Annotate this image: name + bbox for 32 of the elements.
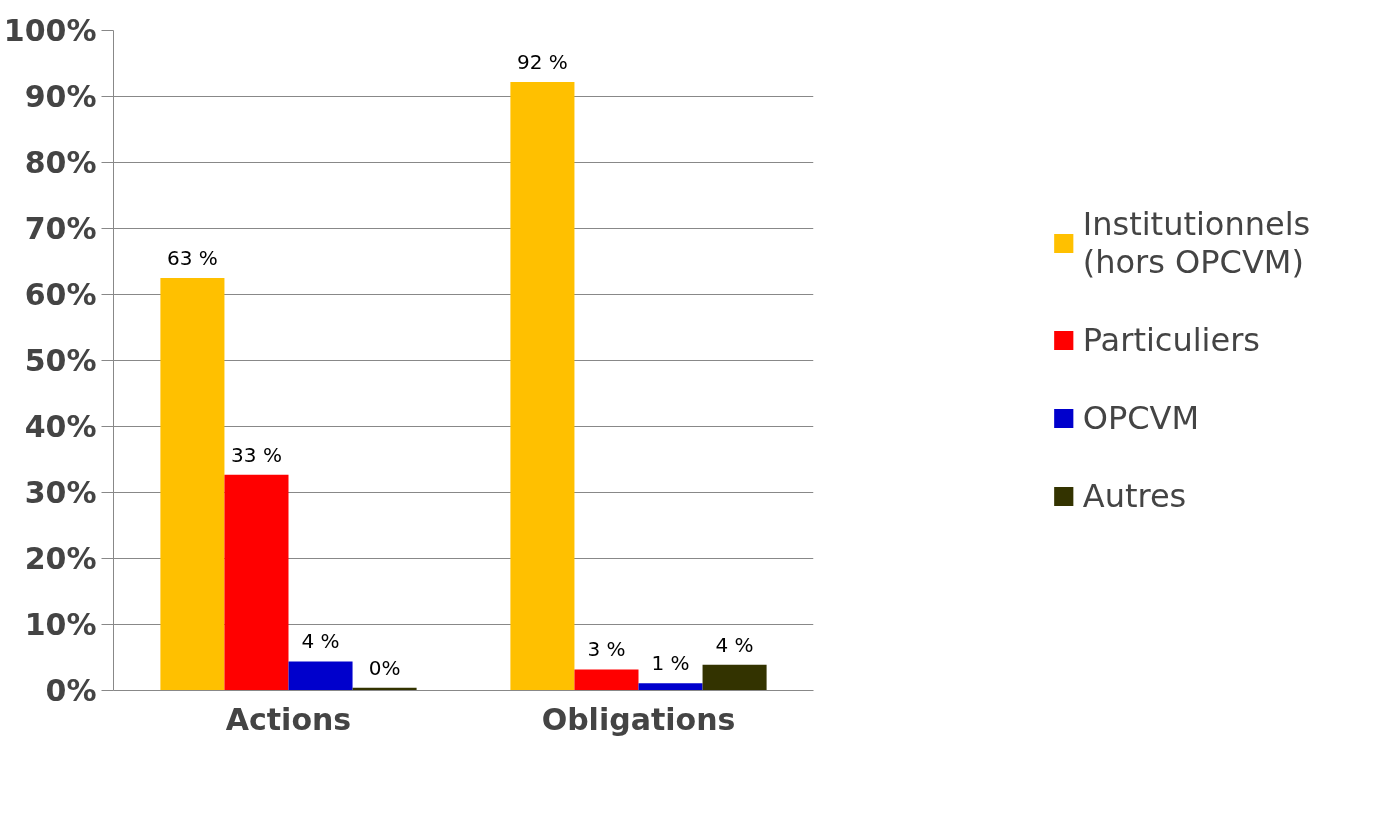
data-label: 4 % xyxy=(715,632,754,657)
legend-label: OPCVM xyxy=(1082,399,1200,437)
y-tick-label: 50% xyxy=(24,343,97,378)
y-tick-label: 0% xyxy=(45,673,97,708)
bar xyxy=(638,683,703,691)
y-tick-label: 10% xyxy=(24,607,97,642)
y-tick-label: 90% xyxy=(24,79,97,114)
data-label: 92 % xyxy=(517,49,568,74)
data-label: 4 % xyxy=(301,629,340,654)
y-tick-label: 80% xyxy=(24,145,97,180)
y-tick-label: 100% xyxy=(3,13,97,48)
data-label: 3 % xyxy=(587,637,626,662)
x-tick-label: Obligations xyxy=(541,701,736,737)
bar xyxy=(574,669,639,691)
x-tick-label: Actions xyxy=(225,701,352,737)
data-label: 1 % xyxy=(651,651,690,676)
data-label: 63 % xyxy=(167,246,218,270)
y-tick-label: 20% xyxy=(24,541,97,576)
bar xyxy=(510,81,575,691)
legend-label: Autres xyxy=(1082,477,1187,515)
bar xyxy=(288,661,353,691)
legend-label: Institutionnels (hors OPCVM) xyxy=(1082,205,1311,281)
legend-label: Particuliers xyxy=(1082,321,1260,359)
data-label: 33 % xyxy=(231,442,282,467)
y-tick-label: 70% xyxy=(24,211,97,246)
data-label: 0% xyxy=(368,655,401,680)
y-tick-label: 60% xyxy=(24,277,97,312)
y-tick-label: 30% xyxy=(24,475,97,510)
bar xyxy=(224,474,289,691)
y-tick-label: 40% xyxy=(24,409,97,444)
bar xyxy=(702,664,767,691)
bar xyxy=(160,278,225,691)
